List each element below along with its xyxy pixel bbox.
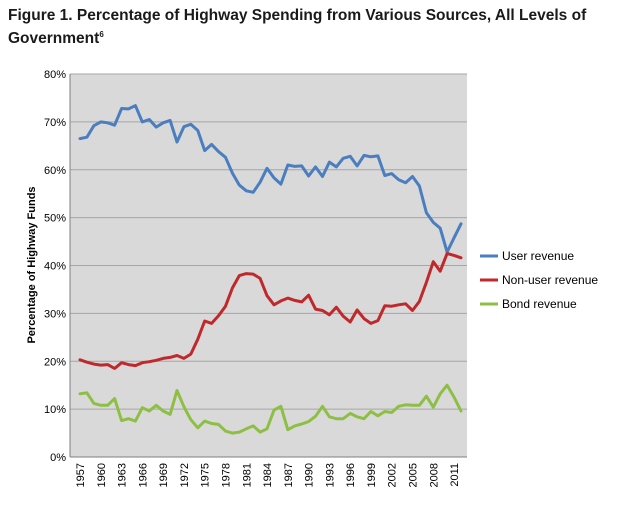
series-line-bond-revenue [78, 383, 463, 435]
legend-label: Non-user revenue [502, 273, 598, 287]
x-tick-label: 1957 [75, 463, 87, 487]
legend-label: User revenue [502, 249, 574, 263]
legend-label: Bond revenue [502, 297, 577, 311]
y-tick-label: 30% [44, 308, 66, 320]
y-tick-label: 50% [44, 213, 66, 225]
y-axis-label: Percentage of Highway Funds [26, 186, 38, 343]
series-line-user-revenue [78, 104, 463, 254]
x-tick-label: 2002 [387, 463, 399, 487]
gridlines [69, 73, 467, 458]
x-tick-label: 1963 [117, 463, 129, 487]
series-lines [78, 104, 463, 435]
chart-title-line2: Government [8, 30, 100, 48]
x-tick-label: 1975 [200, 463, 212, 487]
x-tick-label: 1981 [241, 463, 253, 487]
y-tick-label: 0% [50, 452, 66, 464]
x-tick-label: 1987 [283, 463, 295, 487]
y-tick-label: 40% [44, 261, 66, 273]
series-line-non-user-revenue [78, 252, 463, 370]
x-tick-label: 1960 [96, 463, 108, 487]
x-tick-label: 1996 [345, 463, 357, 487]
y-tick-label: 60% [44, 165, 66, 177]
y-axis-ticks: 0% 10% 20% 30% 40% 50% 60% 70% 80% [44, 69, 66, 464]
x-tick-label: 1984 [262, 463, 274, 487]
x-axis-ticks: 1957 1960 1963 1966 1969 1972 1975 1978 1981 1984… [75, 463, 461, 487]
x-tick-label: 1966 [137, 463, 149, 487]
chart-title: Figure 1. Percentage of Highway Spending… [8, 6, 612, 48]
x-tick-label: 2008 [428, 463, 440, 487]
y-tick-label: 80% [44, 69, 66, 81]
x-tick-label: 1990 [304, 463, 316, 487]
footnote-mark: 6 [99, 30, 104, 39]
x-tick-label: 1993 [324, 463, 336, 487]
x-tick-label: 2005 [408, 463, 420, 487]
y-tick-label: 20% [44, 356, 66, 368]
y-tick-label: 70% [44, 117, 66, 129]
chart-title-line1: Figure 1. Percentage of Highway Spending… [8, 7, 587, 24]
x-tick-label: 1999 [366, 463, 378, 487]
x-tick-label: 1978 [220, 463, 232, 487]
x-tick-label: 1969 [158, 463, 170, 487]
x-tick-label: 2011 [449, 463, 461, 487]
legend: User revenue Non-user revenue Bond revenue [480, 249, 598, 311]
y-tick-label: 10% [44, 404, 66, 416]
x-tick-label: 1972 [179, 463, 191, 487]
